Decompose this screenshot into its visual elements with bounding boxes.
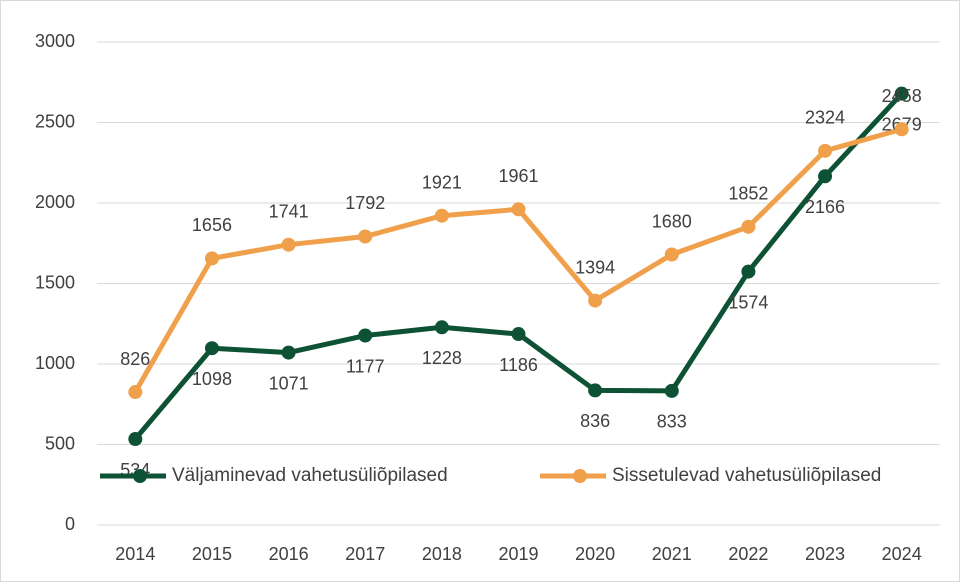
data-label: 2166 <box>805 197 845 217</box>
data-label: 1574 <box>728 292 768 312</box>
x-tick-label: 2018 <box>422 544 462 564</box>
point <box>281 345 296 360</box>
point <box>741 219 756 234</box>
data-label: 1098 <box>192 369 232 389</box>
data-label: 1852 <box>728 184 768 204</box>
data-label: 1741 <box>269 201 309 221</box>
point <box>204 251 219 266</box>
point <box>358 328 373 343</box>
data-label: 1656 <box>192 215 232 235</box>
y-tick-label: 3000 <box>35 31 75 51</box>
legend-label: Sissetulevad vahetusüliõpilased <box>612 465 881 486</box>
data-label: 1921 <box>422 172 462 192</box>
point <box>128 385 143 400</box>
x-tick-label: 2022 <box>728 544 768 564</box>
y-tick-label: 2500 <box>35 111 75 131</box>
data-label: 1680 <box>652 211 692 231</box>
point <box>434 320 449 335</box>
y-tick-label: 0 <box>65 514 75 534</box>
y-tick-label: 2000 <box>35 192 75 212</box>
point <box>434 208 449 223</box>
y-tick-label: 500 <box>45 433 75 453</box>
point <box>664 383 679 398</box>
data-label: 1071 <box>269 373 309 393</box>
point <box>894 122 909 137</box>
x-tick-label: 2023 <box>805 544 845 564</box>
x-tick-label: 2014 <box>115 544 155 564</box>
data-label: 1792 <box>345 193 385 213</box>
legend-marker <box>133 469 147 483</box>
data-label: 2324 <box>805 108 845 128</box>
point <box>741 264 756 279</box>
point <box>358 229 373 244</box>
data-label: 2458 <box>882 86 922 106</box>
point <box>128 432 143 447</box>
point <box>588 293 603 308</box>
data-label: 833 <box>657 412 687 432</box>
x-tick-label: 2015 <box>192 544 232 564</box>
data-label: 1961 <box>498 166 538 186</box>
x-tick-label: 2016 <box>269 544 309 564</box>
point <box>281 237 296 252</box>
point <box>818 143 833 158</box>
data-label: 1394 <box>575 257 615 277</box>
x-tick-label: 2020 <box>575 544 615 564</box>
data-label: 1186 <box>499 355 538 375</box>
data-label: 826 <box>120 349 150 369</box>
legend-marker <box>573 469 587 483</box>
x-tick-label: 2017 <box>345 544 385 564</box>
data-label: 836 <box>580 411 610 431</box>
point <box>204 341 219 356</box>
y-tick-label: 1500 <box>35 272 75 292</box>
data-label: 1228 <box>422 348 462 368</box>
x-tick-label: 2021 <box>652 544 692 564</box>
point <box>511 202 526 217</box>
point <box>511 327 526 342</box>
data-label: 1177 <box>346 356 385 376</box>
point <box>894 86 909 101</box>
legend-label: Väljaminevad vahetusüliõpilased <box>172 465 448 486</box>
point <box>664 247 679 262</box>
x-tick-label: 2024 <box>882 544 922 564</box>
y-tick-label: 1000 <box>35 353 75 373</box>
point <box>818 169 833 184</box>
point <box>588 383 603 398</box>
x-tick-label: 2019 <box>498 544 538 564</box>
